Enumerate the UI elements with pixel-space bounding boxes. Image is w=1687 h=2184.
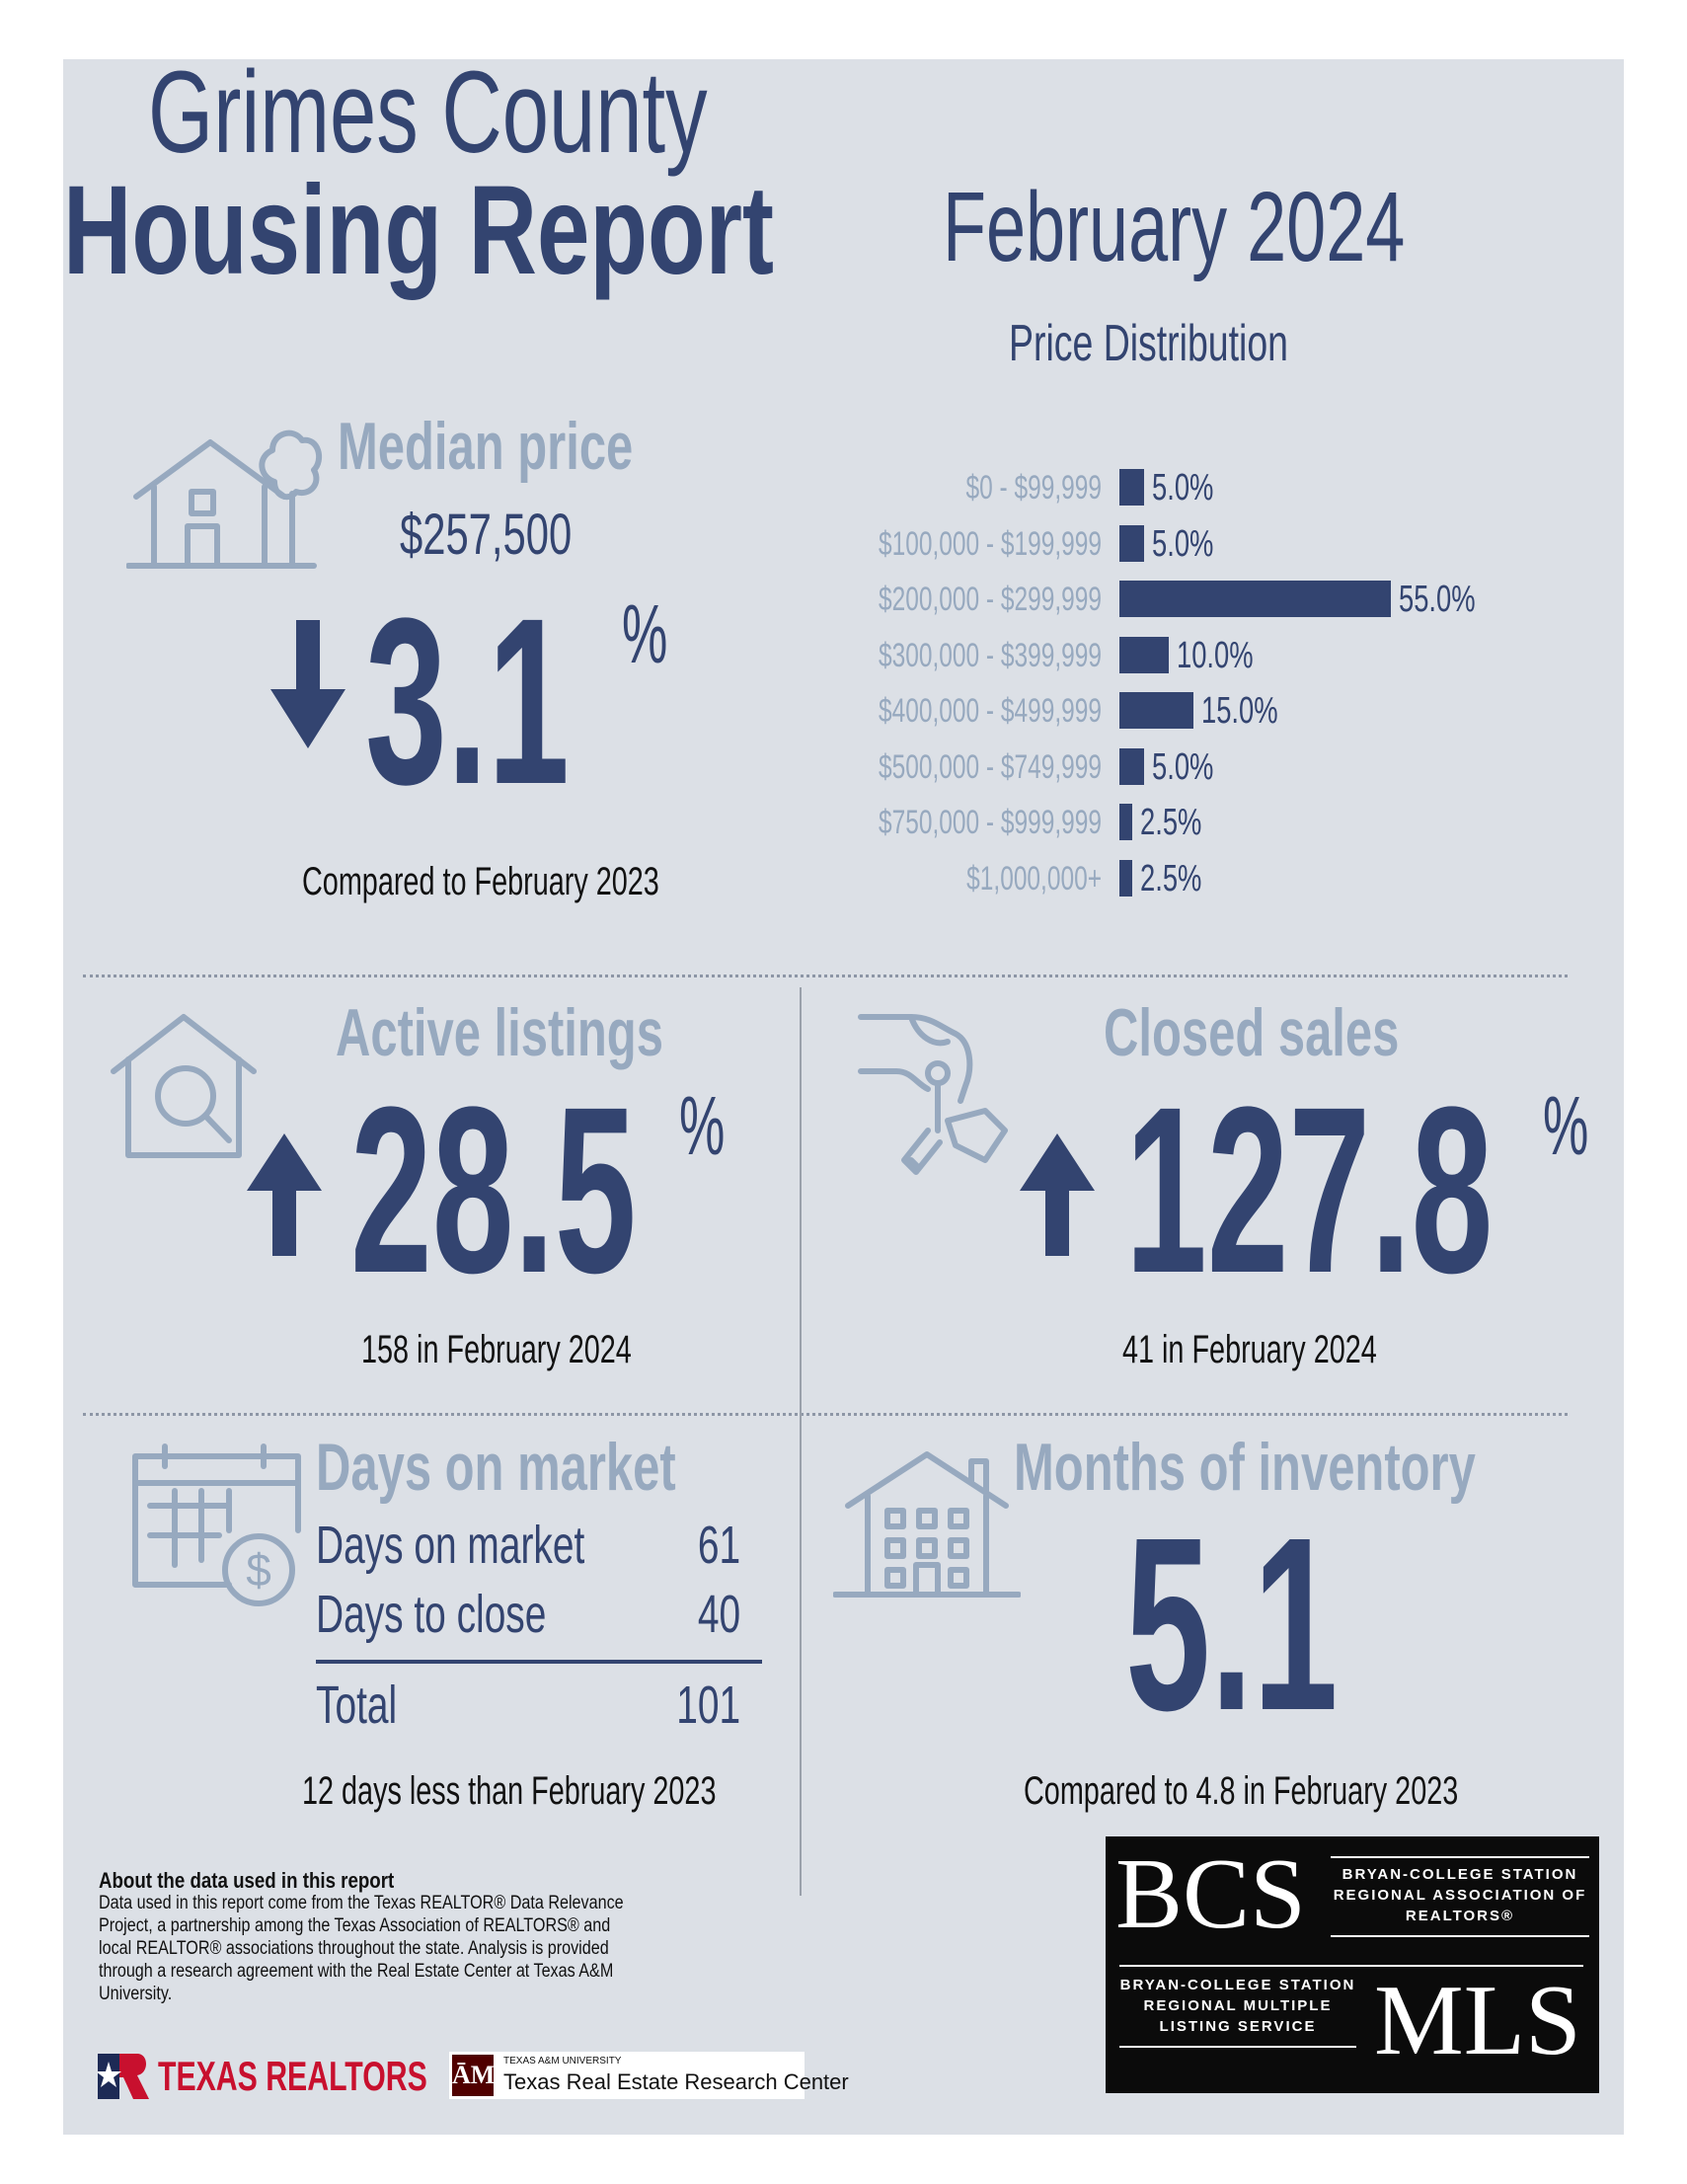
price-distribution-bar [1119,524,1144,562]
price-distribution-title: Price Distribution [1009,315,1288,372]
price-distribution-row: $0 - $99,999 5.0% [63,468,1624,507]
report-title-main: Housing Report [63,160,774,301]
logo-rule [1331,1856,1589,1858]
report-date: February 2024 [943,172,1406,282]
apartment-building-icon [833,1451,1021,1598]
column-divider [800,987,802,1896]
closed-sales-change: 127.8 [1125,1057,1494,1322]
mls-service-text: BRYAN-COLLEGE STATION REGIONAL MULTIPLE … [1119,1977,1356,2035]
days-on-market-heading: Days on market [316,1430,676,1505]
price-range-label: $0 - $99,999 [965,469,1102,507]
total-value: 101 [676,1676,740,1735]
price-distribution-row: $200,000 - $299,999 55.0% [63,580,1624,619]
texas-realtors-logo-icon [98,2054,149,2099]
price-distribution-row: $500,000 - $749,999 5.0% [63,747,1624,787]
about-title: About the data used in this report [99,1868,395,1893]
price-distribution-row: $100,000 - $199,999 5.0% [63,524,1624,564]
hand-keys-icon [858,1014,1008,1175]
price-distribution-pct: 5.0% [1152,522,1214,565]
days-on-market-note: 12 days less than February 2023 [302,1769,717,1813]
price-distribution-bar [1119,581,1391,617]
logo-rule [1119,1965,1583,1967]
about-text: Data used in this report come from the T… [99,1893,624,2004]
price-distribution-row: $750,000 - $999,999 2.5% [63,803,1624,842]
section-divider [83,1413,1568,1416]
median-price-change: 3.1 [365,569,570,833]
median-price-note: Compared to February 2023 [302,860,659,903]
median-price-value: $257,500 [400,503,573,567]
active-listings-note: 158 in February 2024 [361,1328,632,1371]
report-title-county: Grimes County [148,47,708,178]
price-distribution-bar [1119,469,1144,506]
median-price-pct-sign: % [622,587,668,680]
tamu-logo-small: TEXAS A&M UNIVERSITY [503,2056,622,2067]
dtc-row-label: Days to close [316,1585,547,1644]
arrow-up-icon [1020,1133,1095,1256]
total-label: Total [316,1676,398,1735]
closed-sales-note: 41 in February 2024 [1122,1328,1377,1371]
arrow-up-icon [247,1133,322,1256]
price-distribution-pct: 15.0% [1201,690,1278,732]
report-panel [63,59,1624,2135]
price-distribution-pct: 2.5% [1139,802,1201,843]
arrow-down-icon [270,620,345,748]
section-divider [83,975,1568,977]
price-distribution-pct: 5.0% [1152,467,1214,508]
dom-row-label: Days on market [316,1516,585,1575]
house-tree-icon [126,429,323,569]
svg-text:$: $ [246,1544,271,1596]
dom-row-value: 61 [697,1516,740,1575]
price-distribution-pct: 55.0% [1399,579,1476,620]
active-listings-pct-sign: % [679,1079,726,1172]
price-distribution-bar [1119,747,1144,785]
active-listings-heading: Active listings [336,995,663,1070]
bcs-mls-logo: BCS BRYAN-COLLEGE STATION REGIONAL ASSOC… [1106,1836,1599,2093]
price-range-label: $500,000 - $749,999 [879,747,1102,786]
logo-rule [1119,2046,1356,2048]
tamu-logo-mark-icon: ĀM [452,2055,495,2096]
price-range-label: $300,000 - $399,999 [879,636,1102,674]
price-range-label: $1,000,000+ [966,859,1102,897]
months-inventory-value: 5.1 [1125,1486,1339,1761]
price-range-label: $200,000 - $299,999 [879,581,1102,618]
price-distribution-row: $1,000,000+ 2.5% [63,859,1624,898]
price-distribution-pct: 2.5% [1139,857,1201,899]
price-distribution-bar [1119,692,1193,729]
closed-sales-pct-sign: % [1543,1079,1589,1172]
price-distribution-bar [1119,859,1132,897]
calendar-dollar-icon: $ [132,1443,301,1606]
bcs-assoc-text: BRYAN-COLLEGE STATION REGIONAL ASSOCIATI… [1333,1866,1587,1924]
price-distribution-bar [1119,636,1169,673]
mls-letters: MLS [1374,1965,1581,2076]
tamu-logo-center: Texas Real Estate Research Center [503,2069,849,2094]
price-distribution-pct: 10.0% [1177,634,1254,676]
price-range-label: $400,000 - $499,999 [879,692,1102,730]
price-range-label: $750,000 - $999,999 [879,804,1102,841]
active-listings-change: 28.5 [350,1057,637,1322]
house-search-icon [111,1014,257,1158]
price-distribution-row: $300,000 - $399,999 10.0% [63,636,1624,675]
months-inventory-note: Compared to 4.8 in February 2023 [1024,1769,1459,1813]
total-rule [316,1660,762,1664]
dtc-row-value: 40 [697,1585,740,1644]
tamu-logo: ĀM TEXAS A&M UNIVERSITY Texas Real Estat… [449,2052,849,2099]
price-distribution-bar [1119,804,1132,840]
price-range-label: $100,000 - $199,999 [879,524,1102,563]
texas-realtors-logo-text: TEXAS REALTORS [158,2053,427,2099]
months-inventory-heading: Months of inventory [1014,1430,1476,1505]
price-distribution-row: $400,000 - $499,999 15.0% [63,691,1624,731]
closed-sales-heading: Closed sales [1104,995,1400,1070]
price-distribution-pct: 5.0% [1152,745,1214,788]
dom-table: Days on market 61 Days to close 40 Total… [316,1519,762,1746]
logo-rule [1331,1935,1589,1937]
median-price-heading: Median price [338,409,634,484]
bcs-letters: BCS [1115,1838,1306,1950]
